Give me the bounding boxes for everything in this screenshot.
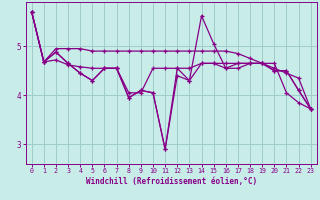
X-axis label: Windchill (Refroidissement éolien,°C): Windchill (Refroidissement éolien,°C) <box>86 177 257 186</box>
